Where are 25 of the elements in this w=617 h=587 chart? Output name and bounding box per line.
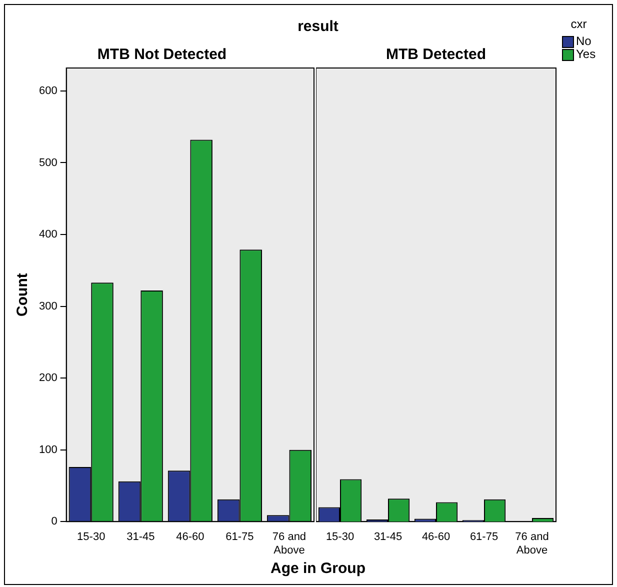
- x-tick-label: 61-75: [470, 531, 498, 544]
- y-tick-label: 300: [38, 300, 58, 312]
- x-tick-label: 46-60: [176, 531, 204, 544]
- x-tick-label: 15-30: [77, 531, 106, 544]
- y-tick-label: 100: [38, 444, 58, 456]
- x-tick-label: 46-60: [422, 531, 450, 544]
- legend-title: cxr: [570, 17, 588, 31]
- text: result: [296, 18, 340, 35]
- x-tick-label: 15-30: [326, 531, 354, 544]
- legend-label: Yes: [576, 47, 596, 61]
- y-axis-title: Count: [14, 273, 32, 316]
- y-tick-label: 0: [51, 516, 58, 528]
- x-tick-label: 31-45: [374, 531, 402, 544]
- y-tick-label: 500: [38, 156, 58, 169]
- legend-label: No: [576, 34, 592, 48]
- x-tick-label: 61-75: [226, 531, 254, 544]
- y-tick-label: 400: [38, 228, 58, 241]
- chart-title: MTB Detected: [386, 46, 486, 64]
- x-tick-label: 31-45: [126, 531, 155, 544]
- chart-title: MTB Not Detected: [97, 46, 227, 64]
- y-tick-label: 200: [38, 372, 58, 384]
- x-axis-title: Age in Group: [270, 560, 366, 577]
- y-tick-label: 600: [38, 85, 58, 97]
- x-tick-label: 76 and Above: [272, 531, 306, 556]
- x-tick-label: 76 and Above: [515, 531, 549, 556]
